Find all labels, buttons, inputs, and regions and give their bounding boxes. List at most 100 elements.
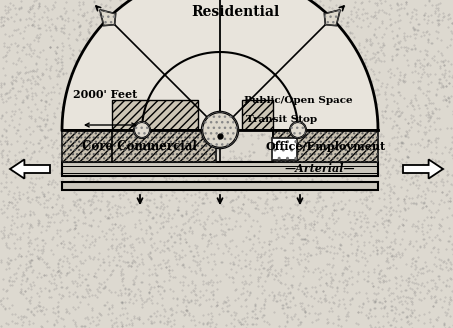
Point xyxy=(151,114,159,119)
Point xyxy=(111,78,119,83)
Point xyxy=(157,99,164,104)
Point xyxy=(24,9,32,14)
Point xyxy=(331,36,338,42)
Point xyxy=(437,237,444,243)
Point xyxy=(439,83,446,88)
Point xyxy=(81,10,88,16)
Point xyxy=(301,308,308,313)
Point xyxy=(158,134,165,140)
Point xyxy=(95,322,102,327)
Point xyxy=(344,136,352,142)
Point xyxy=(397,241,404,246)
Point xyxy=(426,316,433,321)
Point xyxy=(413,280,420,285)
Point xyxy=(336,80,343,85)
Point xyxy=(84,282,92,288)
Point xyxy=(69,152,77,157)
Point xyxy=(316,31,323,36)
Point xyxy=(385,12,392,17)
Point xyxy=(397,295,404,300)
Point xyxy=(439,216,446,222)
Point xyxy=(69,48,76,53)
Point xyxy=(432,2,439,8)
Point xyxy=(283,211,290,216)
Point xyxy=(135,69,143,74)
Point xyxy=(337,147,345,152)
Point xyxy=(338,141,346,147)
Point xyxy=(65,160,72,165)
Point xyxy=(410,288,418,293)
Point xyxy=(65,265,72,270)
Point xyxy=(106,173,113,178)
Point xyxy=(2,306,9,311)
Point xyxy=(274,196,281,201)
Point xyxy=(171,143,178,148)
Point xyxy=(175,32,182,37)
Point xyxy=(21,140,28,146)
Point xyxy=(77,258,84,264)
Point xyxy=(184,164,191,169)
Point xyxy=(222,232,229,237)
Point xyxy=(294,6,301,11)
Point xyxy=(0,155,5,160)
Point xyxy=(403,288,410,293)
Point xyxy=(229,49,236,54)
Point xyxy=(439,305,446,310)
Point xyxy=(299,111,306,116)
Point xyxy=(51,113,58,118)
Point xyxy=(115,160,122,165)
Point xyxy=(220,140,227,146)
Point xyxy=(115,242,122,247)
Point xyxy=(188,167,195,172)
Point xyxy=(277,204,284,209)
Point xyxy=(191,19,198,25)
Point xyxy=(206,320,213,325)
Point xyxy=(260,239,267,244)
Point xyxy=(154,35,161,40)
Point xyxy=(360,7,367,12)
Point xyxy=(11,256,19,262)
Point xyxy=(107,91,114,96)
Point xyxy=(448,134,453,140)
Point xyxy=(103,299,110,304)
Point xyxy=(61,129,68,134)
Point xyxy=(41,98,48,104)
Point xyxy=(421,243,428,248)
Point xyxy=(112,67,119,72)
Point xyxy=(108,89,115,94)
Point xyxy=(101,81,109,87)
Point xyxy=(443,246,450,252)
Point xyxy=(203,321,211,326)
Point xyxy=(113,12,120,17)
Point xyxy=(322,109,329,114)
Point xyxy=(93,315,100,320)
Point xyxy=(17,236,24,241)
Point xyxy=(138,156,145,161)
Point xyxy=(137,35,145,40)
Point xyxy=(102,157,109,163)
Point xyxy=(414,22,422,27)
Point xyxy=(132,236,140,241)
Point xyxy=(367,93,375,98)
Point xyxy=(423,102,430,107)
Point xyxy=(430,215,438,220)
Point xyxy=(160,26,167,31)
Point xyxy=(50,139,58,145)
Point xyxy=(148,84,155,89)
Point xyxy=(297,96,304,101)
Point xyxy=(0,202,8,208)
Point xyxy=(447,145,453,150)
Point xyxy=(428,269,435,274)
Point xyxy=(222,229,229,234)
Point xyxy=(447,261,453,267)
Point xyxy=(165,230,173,236)
Point xyxy=(332,102,339,108)
Point xyxy=(151,319,158,324)
Point xyxy=(160,173,167,178)
Point xyxy=(368,190,375,195)
Point xyxy=(344,19,352,25)
Point xyxy=(187,297,194,302)
Point xyxy=(330,207,337,213)
Point xyxy=(381,196,388,202)
Point xyxy=(400,141,407,146)
